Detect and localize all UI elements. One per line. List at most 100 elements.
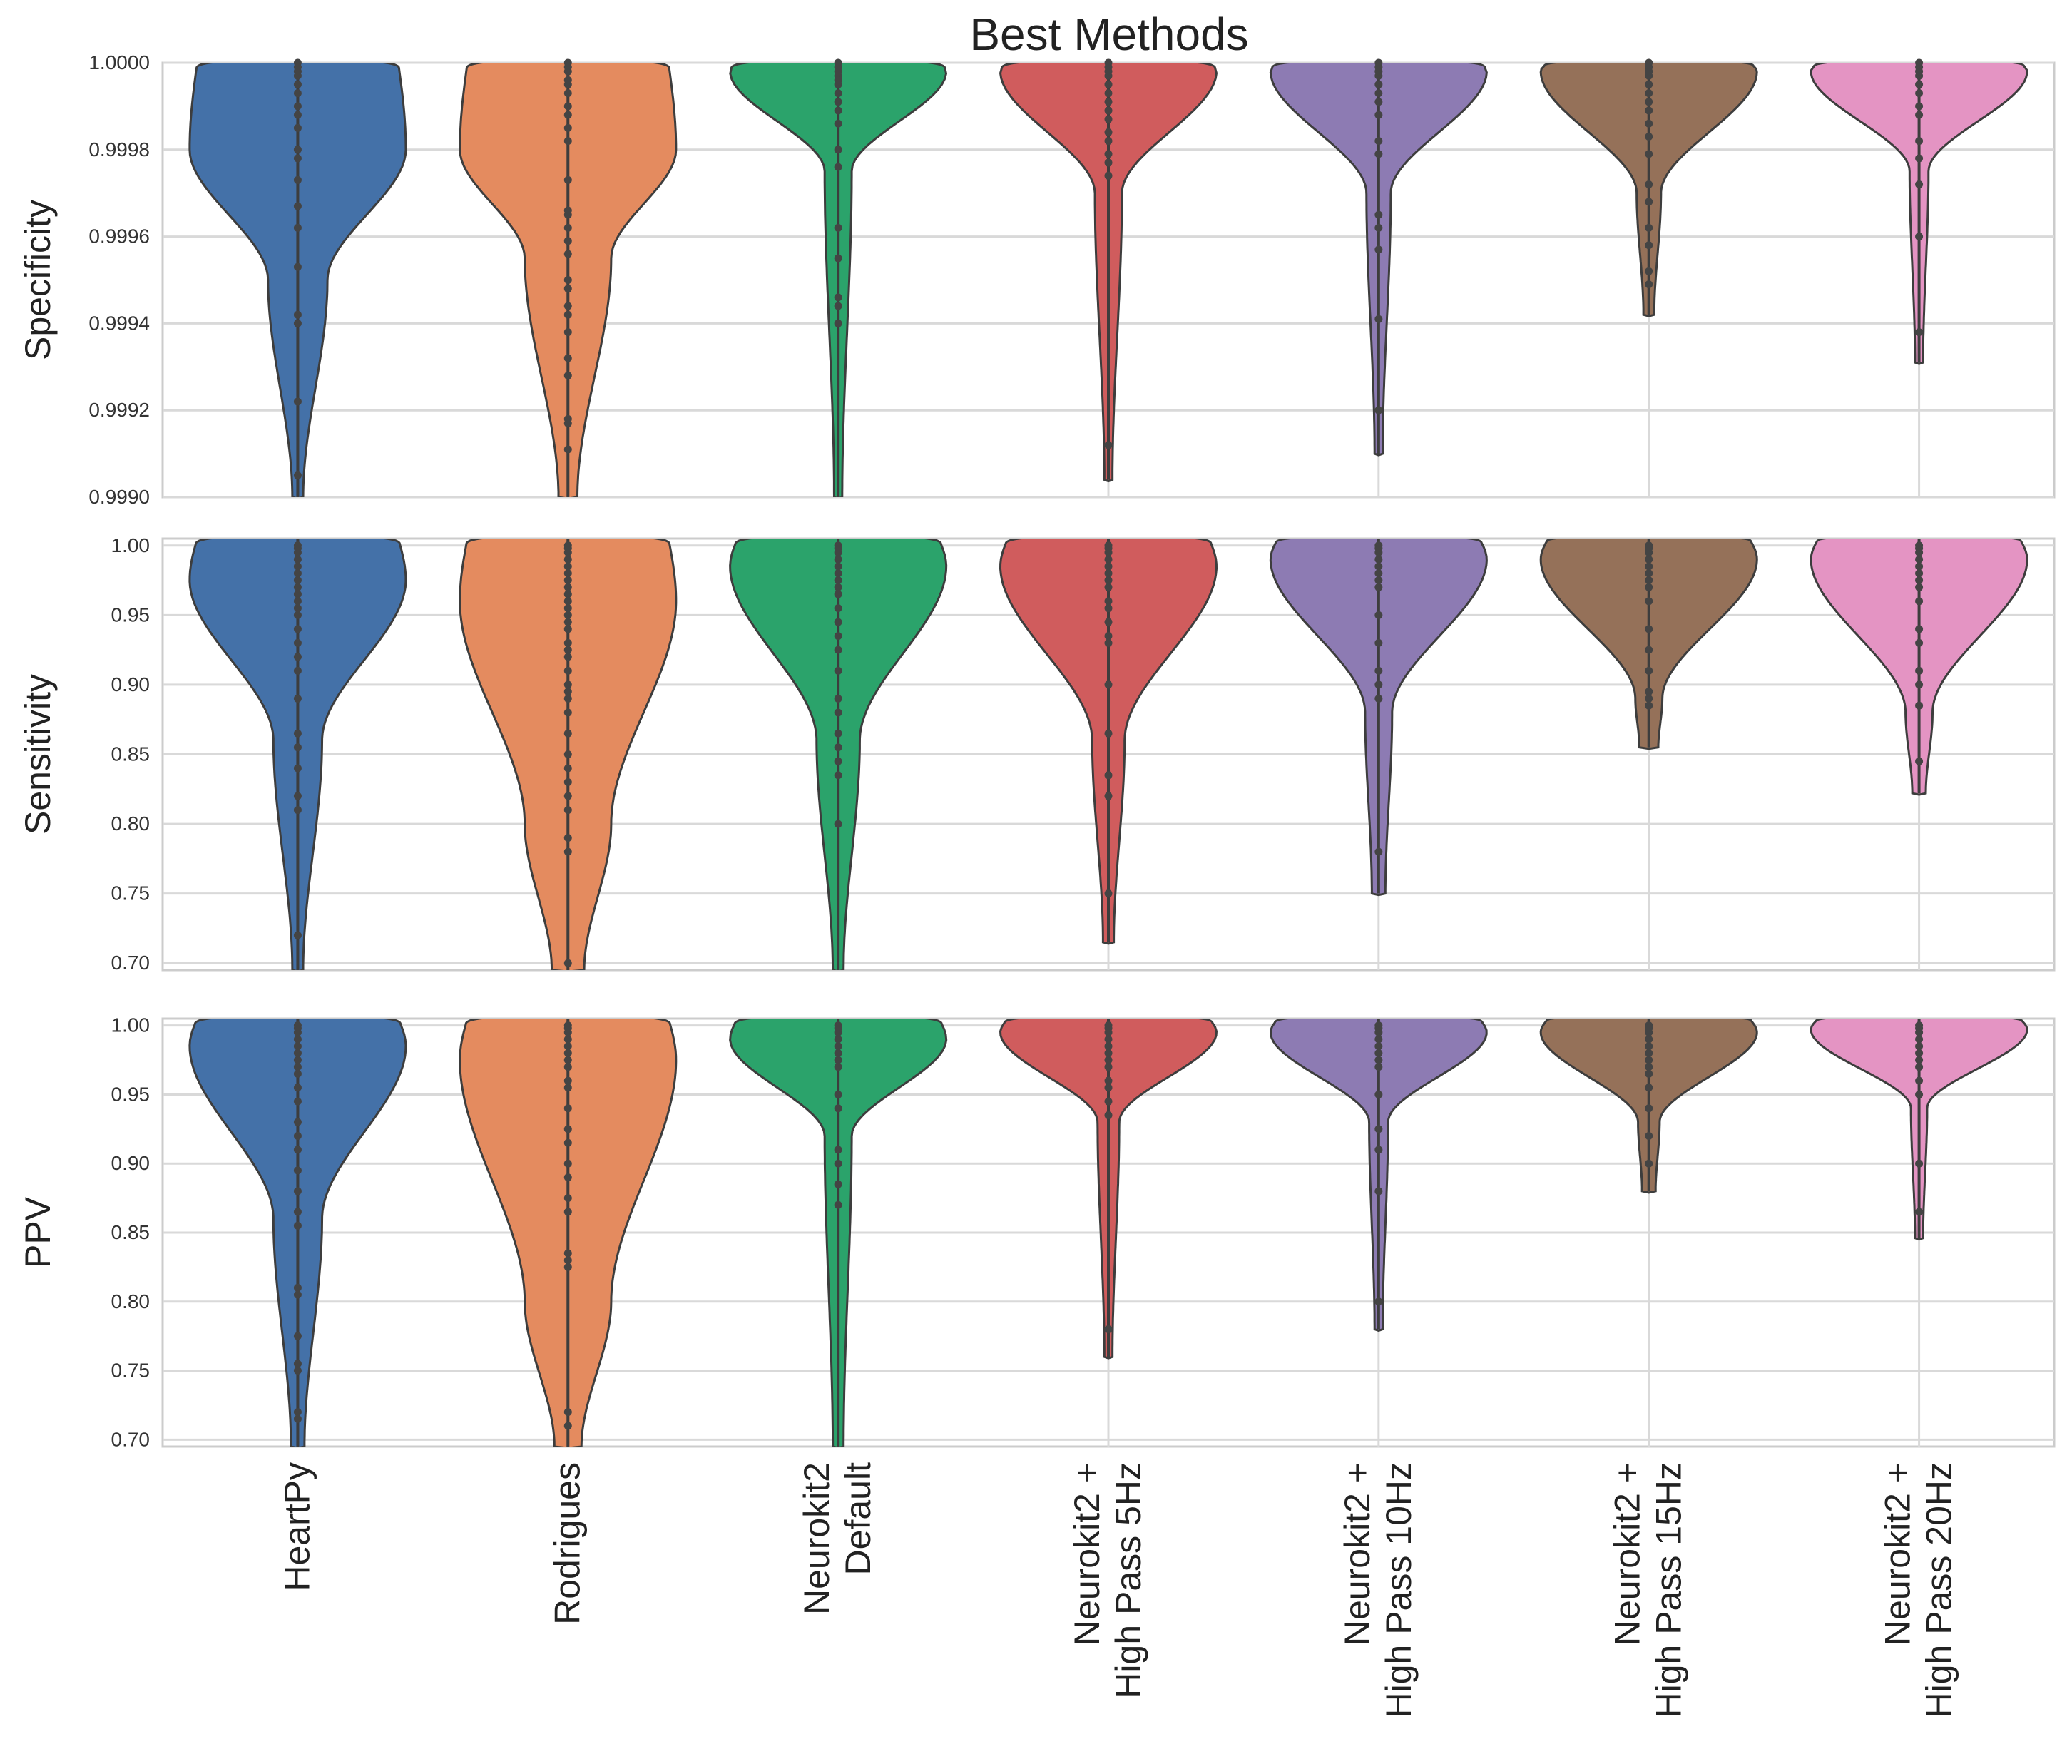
violin-0-1-point [563, 310, 572, 319]
violin-1-3-point [1104, 792, 1113, 800]
violin-2-1-point [563, 1042, 572, 1051]
violin-2-4-point [1374, 1063, 1383, 1071]
violin-1-1-point [563, 555, 572, 564]
violin-2-2-point [834, 1104, 842, 1113]
violin-2-4-point [1374, 1146, 1383, 1154]
violin-2-3-point [1104, 1076, 1113, 1085]
violin-1-6-point [1915, 562, 1924, 571]
violin-0-3-point [1104, 71, 1113, 80]
violin-0-3-point [1104, 150, 1113, 158]
violin-1-3-point [1104, 604, 1113, 613]
violin-1-1-point [563, 569, 572, 578]
violin-0-4-point [1374, 210, 1383, 219]
violin-1-0-point [293, 694, 302, 703]
violin-2-3-point [1104, 1063, 1113, 1071]
violin-2-1-point [563, 1104, 572, 1113]
violin-2-0-point [293, 1118, 302, 1126]
violin-1-1-point [563, 666, 572, 675]
violin-1-1-point [563, 959, 572, 967]
violin-2-0-point [293, 1332, 302, 1340]
xtick-label-5-0: Neurokit2 + [1608, 1462, 1648, 1646]
violin-0-2-point [834, 293, 842, 302]
violin-0-0-point [293, 111, 302, 119]
violin-0-4-point [1374, 315, 1383, 323]
violin-2-1-point [563, 1076, 572, 1085]
xtick-label-6-0: Neurokit2 + [1878, 1462, 1918, 1646]
violin-0-1-point [563, 285, 572, 293]
violin-0-2-point [834, 254, 842, 262]
violin-0-3-point [1104, 158, 1113, 167]
violin-2-5-point [1645, 1035, 1653, 1044]
panel-0-ytick-label: 0.9992 [88, 399, 150, 421]
violin-1-4-point [1374, 847, 1383, 856]
violin-2-0-point [293, 1283, 302, 1292]
violin-1-6-point [1915, 666, 1924, 675]
violin-0-2-point [834, 106, 842, 115]
violin-1-1-point [563, 583, 572, 591]
violin-1-2-point [834, 604, 842, 613]
panel-2-ytick-label: 0.80 [111, 1290, 150, 1312]
violin-1-6-point [1915, 638, 1924, 647]
violin-0-2-point [834, 319, 842, 327]
violin-0-3-point [1104, 115, 1113, 123]
violin-2-0-point [293, 1166, 302, 1175]
violin-0-4-point [1374, 111, 1383, 119]
violin-0-3-point [1104, 106, 1113, 115]
violin-2-4-point [1374, 1035, 1383, 1044]
violin-1-0-point [293, 569, 302, 578]
violin-0-6-point [1915, 328, 1924, 337]
violin-2-5-point [1645, 1028, 1653, 1036]
violin-1-0-point [293, 562, 302, 571]
violin-1-3-point [1104, 618, 1113, 626]
violin-2-0-point [293, 1042, 302, 1051]
violin-2-6-point [1915, 1028, 1924, 1036]
violin-2-0-point [293, 1290, 302, 1299]
violin-1-0-point [293, 549, 302, 557]
violin-2-1-point [563, 1256, 572, 1265]
violin-1-1-point [563, 792, 572, 800]
violin-0-1-point [563, 80, 572, 88]
violin-2-4-point [1374, 1049, 1383, 1057]
violin-0-4-point [1374, 137, 1383, 146]
violin-2-6-point [1915, 1042, 1924, 1051]
violin-1-5-point [1645, 701, 1653, 710]
violin-2-3-point [1104, 1028, 1113, 1036]
violin-0-5-point [1645, 71, 1653, 80]
violin-0-2-point [834, 163, 842, 171]
violin-2-0-point [293, 1069, 302, 1078]
panel-0-ytick-label: 1.0000 [88, 51, 150, 73]
violin-1-3-point [1104, 549, 1113, 557]
violin-0-3-point [1104, 80, 1113, 88]
violin-1-5-point [1645, 562, 1653, 571]
violin-2-3-point [1104, 1325, 1113, 1333]
violin-2-4-point [1374, 1187, 1383, 1195]
panel-1-ytick-label: 0.70 [111, 952, 150, 974]
violin-1-0-point [293, 764, 302, 773]
violin-1-1-point [563, 576, 572, 585]
violin-2-6-point [1915, 1063, 1924, 1071]
xtick-label-4-0: Neurokit2 + [1337, 1462, 1377, 1646]
violin-2-5-point [1645, 1042, 1653, 1051]
violin-1-1-point [563, 806, 572, 815]
violin-2-6-point [1915, 1049, 1924, 1057]
violin-1-2-point [834, 569, 842, 578]
violin-1-1-point [563, 638, 572, 647]
violin-0-1-point [563, 371, 572, 379]
violin-0-6-point [1915, 111, 1924, 119]
violin-2-5-point [1645, 1132, 1653, 1141]
violin-1-4-point [1374, 694, 1383, 703]
violin-1-0-point [293, 590, 302, 598]
violin-2-4-point [1374, 1125, 1383, 1133]
violin-2-2-point [834, 1056, 842, 1064]
violin-2-5-point [1645, 1063, 1653, 1071]
violin-0-1-point [563, 276, 572, 284]
violin-0-5-point [1645, 133, 1653, 141]
violin-0-1-point [563, 250, 572, 258]
violin-1-1-point [563, 680, 572, 689]
panel-2-ytick-label: 0.70 [111, 1428, 150, 1450]
violin-1-0-point [293, 625, 302, 633]
panel-2-ytick-label: 1.00 [111, 1014, 150, 1036]
violin-0-4-point [1374, 98, 1383, 106]
violin-1-2-point [834, 743, 842, 752]
